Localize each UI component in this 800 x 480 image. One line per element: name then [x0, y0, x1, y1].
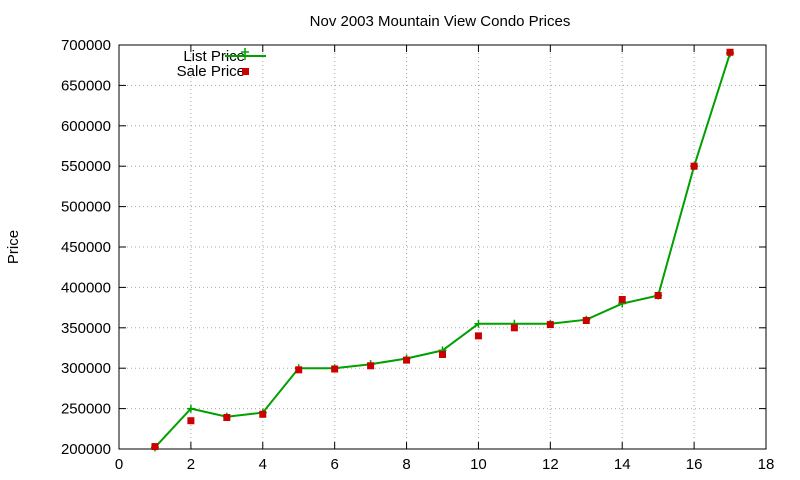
legend-label-list-price: List Price	[183, 48, 245, 65]
sale-price-point	[510, 324, 518, 332]
x-tick-label: 0	[115, 456, 123, 473]
sale-price-point	[546, 321, 554, 329]
y-tick-label: 250000	[61, 401, 111, 418]
sale-price-point	[582, 317, 590, 325]
x-tick-label: 12	[542, 456, 559, 473]
sale-price-point	[726, 48, 734, 56]
sale-price-point	[151, 443, 159, 451]
y-tick-label: 300000	[61, 360, 111, 377]
x-tick-label: 16	[686, 456, 703, 473]
x-tick-label: 6	[330, 456, 338, 473]
legend: List Price Sale Price	[177, 48, 266, 80]
list-price-point	[474, 319, 483, 328]
y-tick-label: 400000	[61, 279, 111, 296]
y-tick-label: 500000	[61, 199, 111, 216]
y-axis-label: Price	[5, 230, 22, 264]
sale-price-point	[331, 365, 339, 373]
data-series	[150, 48, 735, 452]
x-tick-label: 8	[402, 456, 410, 473]
list-price-point	[186, 404, 195, 413]
sale-price-point	[187, 417, 195, 425]
y-tick-label: 350000	[61, 320, 111, 337]
y-tick-label: 600000	[61, 118, 111, 135]
x-tick-label: 10	[470, 456, 487, 473]
sale-price-point	[618, 296, 626, 304]
chart-title: Nov 2003 Mountain View Condo Prices	[310, 13, 571, 30]
y-tick-label: 450000	[61, 239, 111, 256]
plot-frame	[118, 44, 767, 450]
grid-lines	[119, 45, 766, 449]
sale-price-point	[403, 356, 411, 364]
list-price-line	[154, 52, 732, 449]
sale-price-point	[259, 410, 267, 418]
y-tick-label: 200000	[61, 441, 111, 458]
y-tick-label: 700000	[61, 37, 111, 54]
y-tick-label: 650000	[61, 77, 111, 94]
sale-price-point	[367, 362, 375, 370]
sale-price-point	[439, 350, 446, 358]
y-tick-label: 550000	[61, 158, 111, 175]
sale-price-point	[654, 291, 662, 299]
axis-ticks: 200000 250000 300000 350000 400000 450000 5000…	[61, 37, 774, 473]
legend-marker-list-price	[241, 48, 249, 60]
sale-price-point	[690, 162, 698, 170]
sale-price-point	[295, 366, 303, 374]
x-tick-label: 18	[758, 456, 775, 473]
sale-price-point	[474, 332, 482, 340]
legend-label-sale-price: Sale Price	[177, 63, 245, 80]
x-tick-label: 2	[187, 456, 195, 473]
x-tick-label: 14	[614, 456, 631, 473]
legend-marker-sale-price	[242, 68, 249, 75]
x-tick-label: 4	[259, 456, 267, 473]
sale-price-point	[223, 413, 231, 421]
